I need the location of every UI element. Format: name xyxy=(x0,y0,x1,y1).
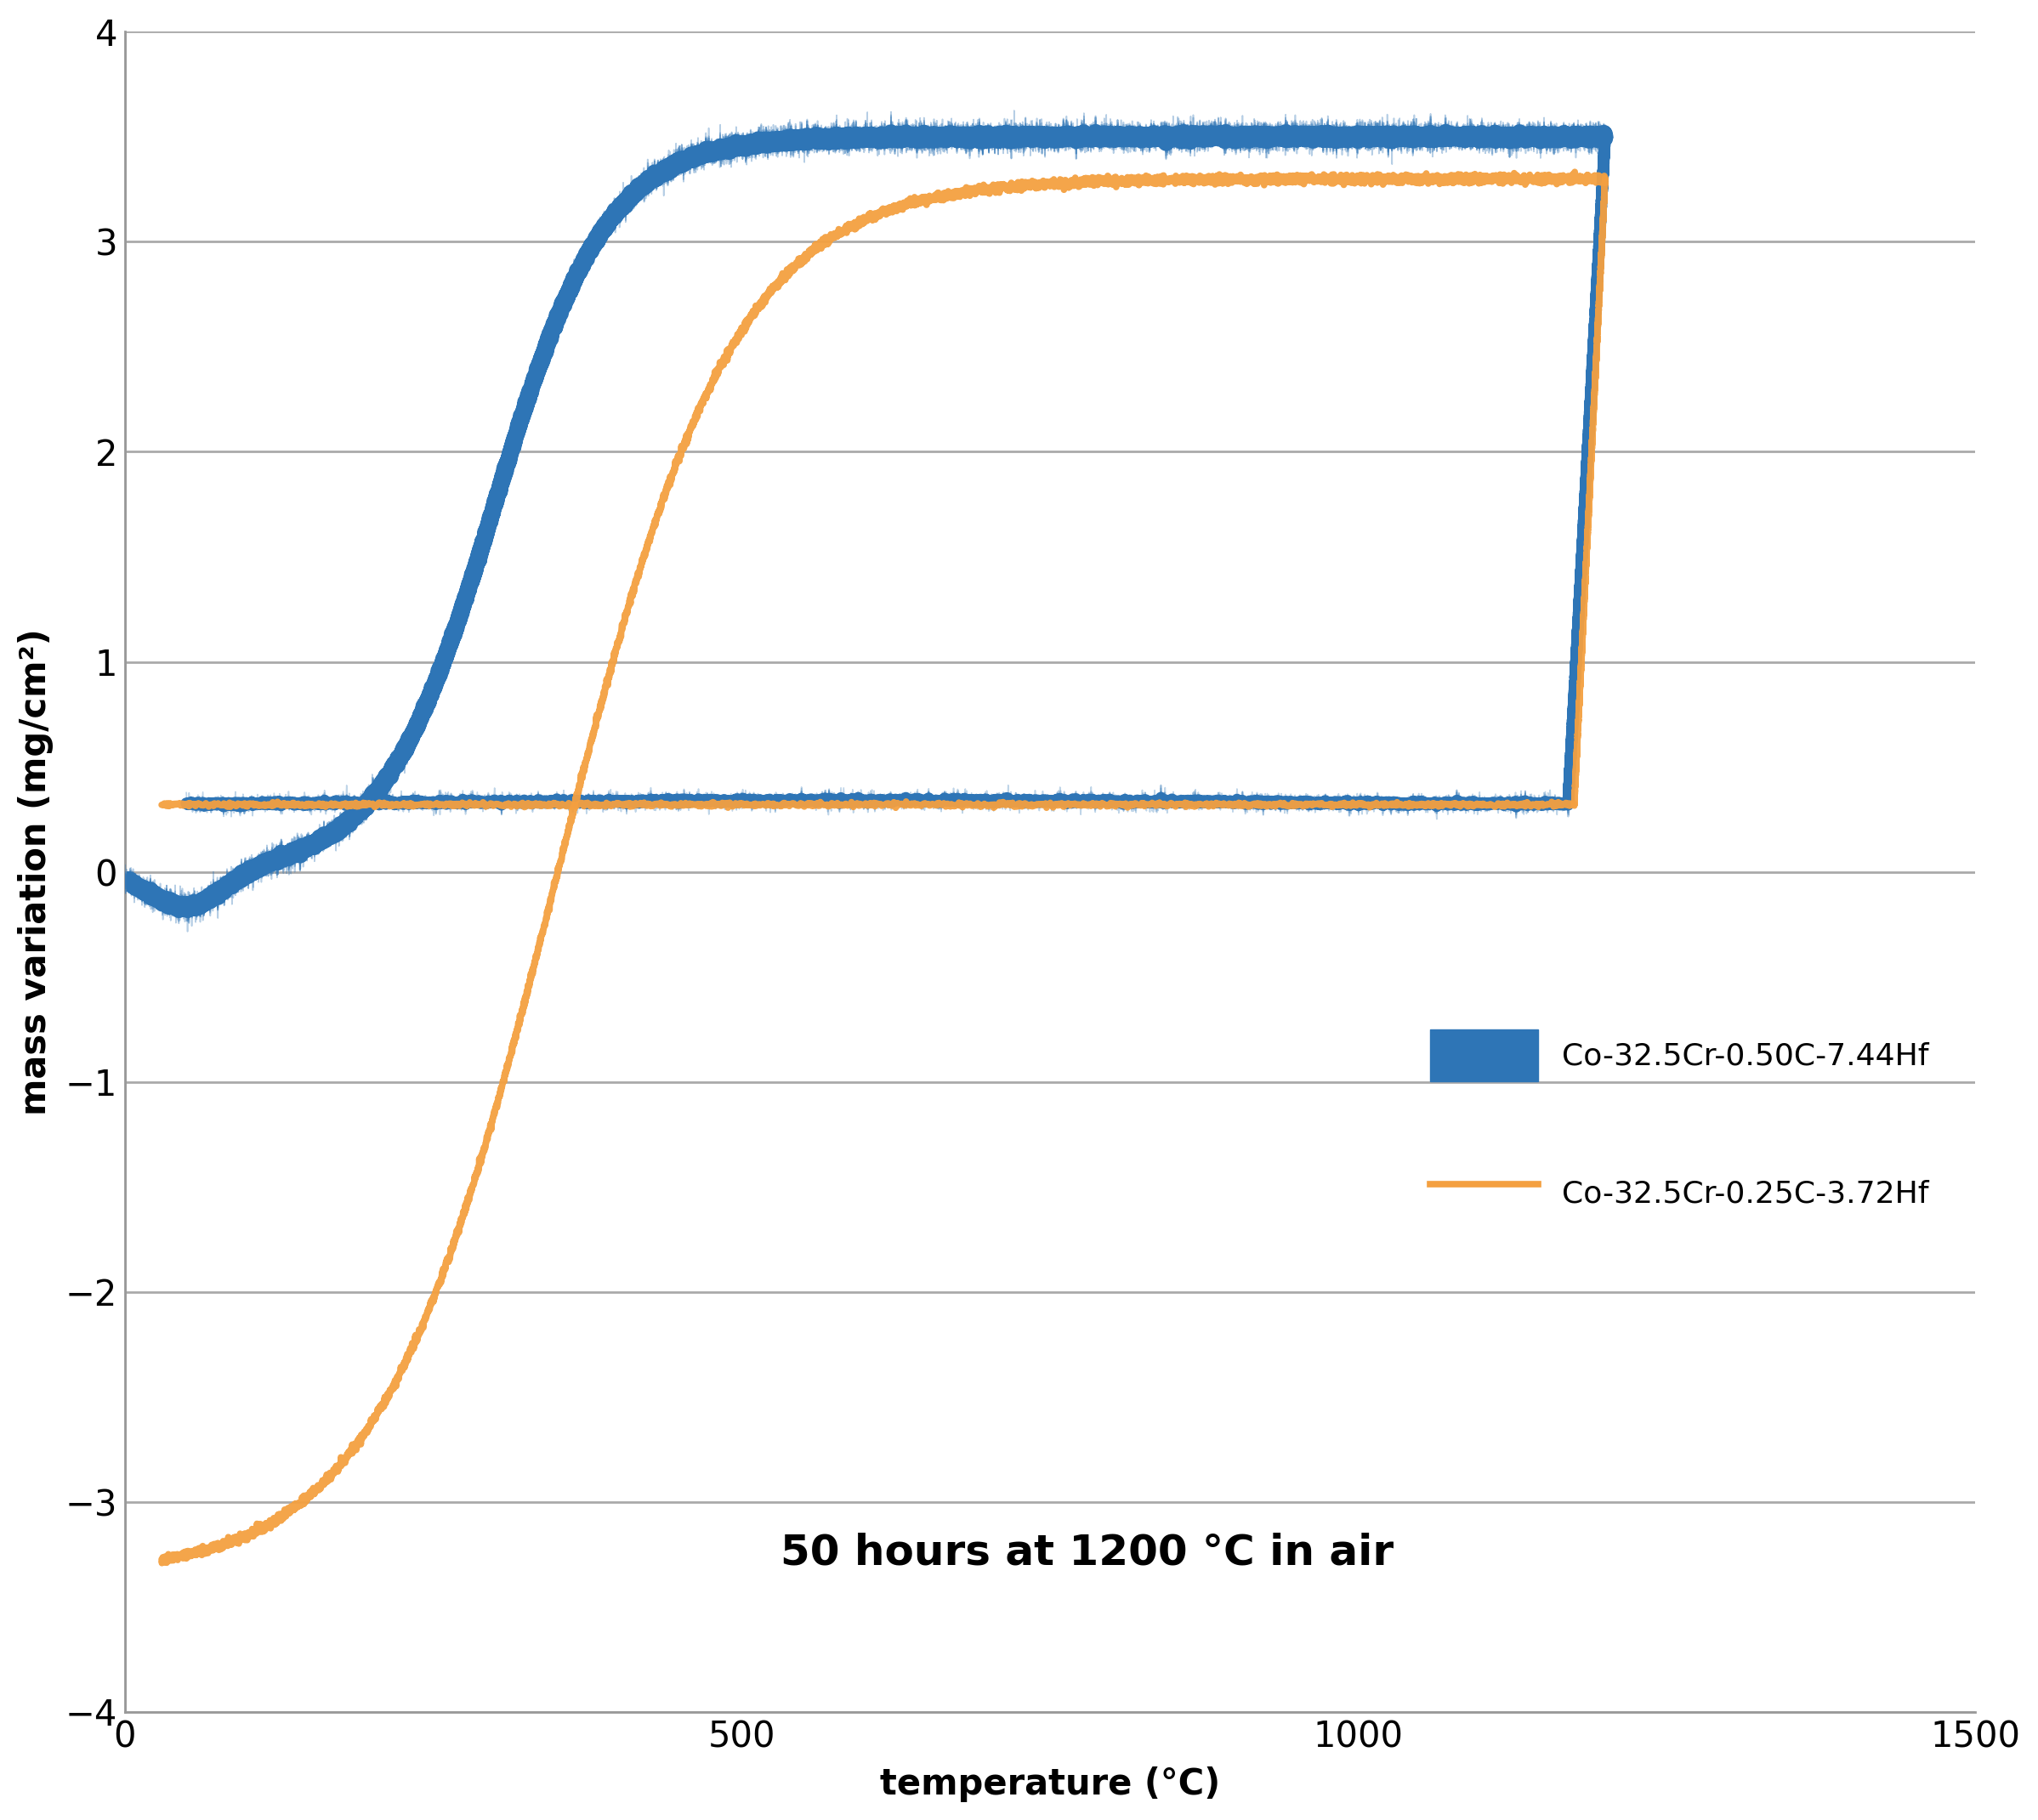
X-axis label: temperature (°C): temperature (°C) xyxy=(880,1767,1221,1802)
Text: 50 hours at 1200 °C in air: 50 hours at 1200 °C in air xyxy=(781,1532,1394,1572)
Y-axis label: mass variation (mg/cm²): mass variation (mg/cm²) xyxy=(18,628,53,1116)
Legend: Co-32.5Cr-0.50C-7.44Hf, Co-32.5Cr-0.25C-3.72Hf: Co-32.5Cr-0.50C-7.44Hf, Co-32.5Cr-0.25C-… xyxy=(1400,999,1961,1249)
